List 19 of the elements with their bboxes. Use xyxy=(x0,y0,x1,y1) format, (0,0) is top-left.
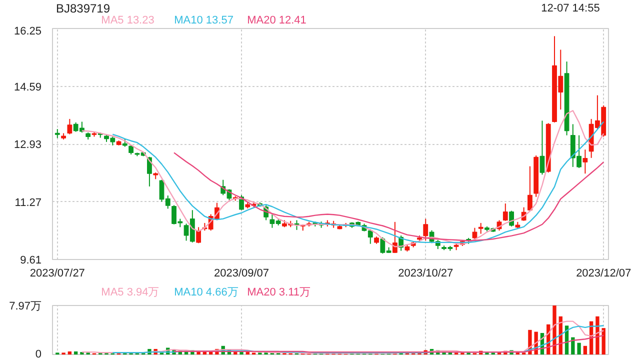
y-tick-label: 7.97万 xyxy=(9,300,42,312)
y-tick-label: 0 xyxy=(35,348,42,360)
x-tick-label: 2023/10/27 xyxy=(398,268,454,280)
x-tick-label: 2023/09/07 xyxy=(214,268,270,280)
text: 12-07 14:55 xyxy=(541,2,600,14)
text: MA20 12.41 xyxy=(247,14,306,26)
y-tick-label: 11.27 xyxy=(14,196,42,209)
y-tick-label: 14.59 xyxy=(14,81,42,94)
x-tick-label: 2023/12/07 xyxy=(576,268,632,280)
text: MA20 3.11万 xyxy=(247,286,310,298)
text: MA5 3.94万 xyxy=(101,286,160,298)
x-tick-label: 2023/07/27 xyxy=(30,268,85,280)
text: MA5 13.23 xyxy=(101,14,154,26)
text: MA10 4.66万 xyxy=(174,286,238,298)
y-tick-label: 16.25 xyxy=(14,26,42,38)
text: MA10 13.57 xyxy=(174,14,234,26)
y-tick-label: 12.93 xyxy=(14,139,42,151)
y-tick-label: 9.61 xyxy=(20,254,42,266)
chart-title: BJ839719 xyxy=(56,2,110,16)
